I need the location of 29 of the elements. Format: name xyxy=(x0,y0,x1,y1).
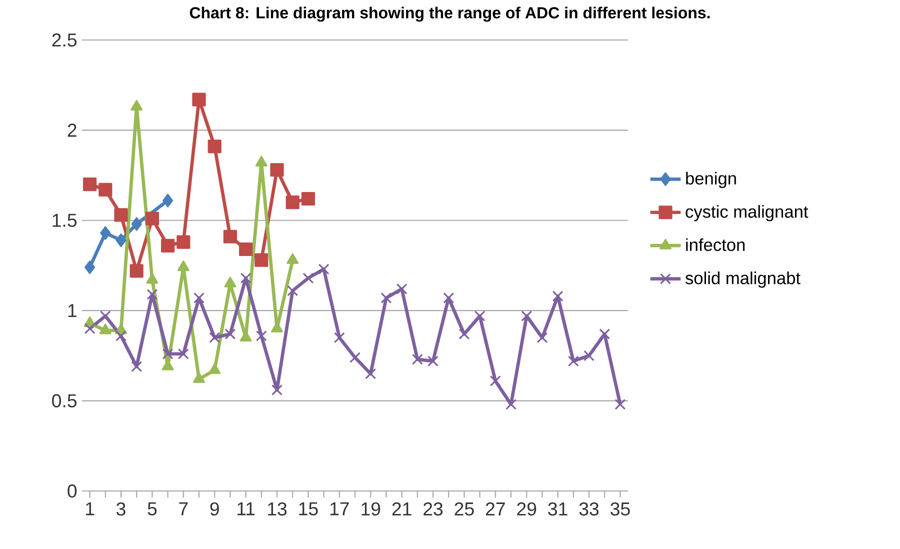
x-tick-label: 29 xyxy=(517,502,536,516)
y-tick-label: 0.5 xyxy=(52,394,77,408)
x-tick-label: 11 xyxy=(238,502,255,516)
x-tick-label: 19 xyxy=(362,502,380,516)
legend-label: benign xyxy=(686,172,736,188)
x-tick-label: 13 xyxy=(268,502,287,516)
chart-title: Chart 8: Line diagram showing the range of ADC in different lesions. xyxy=(190,6,710,22)
x-tick-label: 23 xyxy=(424,502,443,516)
y-tick-label: 1 xyxy=(68,304,76,318)
legend-label: cystic malignant xyxy=(686,205,808,222)
x-tick-label: 5 xyxy=(148,502,157,516)
legend-label: infecton xyxy=(686,238,745,252)
y-tick-label: 0 xyxy=(68,484,77,498)
y-tick-label: 1.5 xyxy=(52,214,77,227)
x-tick-label: 7 xyxy=(179,502,188,516)
x-tick-label: 1 xyxy=(86,502,94,516)
legend-label: solid malignabt xyxy=(685,272,800,288)
x-tick-label: 9 xyxy=(210,502,219,516)
y-tick-label: 2 xyxy=(68,124,76,137)
x-tick-label: 31 xyxy=(548,502,568,516)
y-tick-label: 2.5 xyxy=(52,33,77,47)
x-tick-label: 3 xyxy=(116,502,126,516)
x-tick-label: 33 xyxy=(579,502,599,516)
x-tick-label: 25 xyxy=(454,502,474,516)
x-tick-label: 35 xyxy=(610,502,630,516)
x-tick-label: 15 xyxy=(299,502,318,516)
x-tick-label: 21 xyxy=(392,502,412,516)
x-tick-label: 27 xyxy=(486,502,505,516)
x-tick-label: 17 xyxy=(330,502,349,516)
